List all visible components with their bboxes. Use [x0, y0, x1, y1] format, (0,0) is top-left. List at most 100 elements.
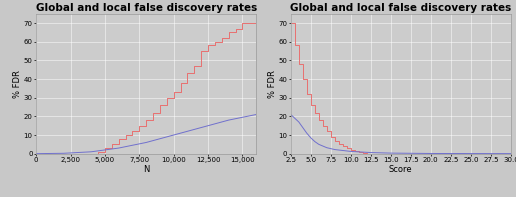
Line: Global FDR: Global FDR: [291, 114, 511, 154]
Local FDR: [296, 44, 302, 47]
Global FDR: [300, 126, 306, 129]
Global FDR: [116, 147, 122, 149]
Local FDR: [233, 31, 239, 34]
Global FDR: [171, 134, 177, 136]
X-axis label: N: N: [143, 164, 149, 174]
Local FDR: [157, 104, 163, 106]
X-axis label: Score: Score: [389, 164, 413, 174]
Local FDR: [287, 22, 294, 24]
Local FDR: [33, 152, 39, 155]
Local FDR: [198, 65, 204, 67]
Local FDR: [300, 78, 306, 80]
Local FDR: [171, 91, 177, 93]
Local FDR: [143, 125, 149, 127]
Global FDR: [508, 152, 514, 155]
Local FDR: [143, 119, 149, 121]
Local FDR: [171, 97, 177, 99]
Local FDR: [233, 28, 239, 30]
Local FDR: [364, 151, 370, 154]
Local FDR: [205, 44, 211, 47]
Global FDR: [296, 121, 302, 123]
Global FDR: [253, 113, 260, 116]
Line: Local FDR: Local FDR: [36, 23, 256, 154]
Global FDR: [312, 140, 318, 143]
Global FDR: [292, 117, 298, 119]
Local FDR: [328, 130, 334, 132]
Local FDR: [360, 151, 366, 153]
Local FDR: [239, 22, 246, 24]
Local FDR: [312, 112, 318, 114]
Local FDR: [122, 134, 128, 136]
Local FDR: [157, 112, 163, 114]
Local FDR: [246, 22, 252, 24]
Local FDR: [292, 22, 298, 24]
Local FDR: [198, 50, 204, 52]
Local FDR: [364, 152, 370, 155]
Local FDR: [102, 147, 108, 149]
Global FDR: [143, 141, 149, 144]
Local FDR: [102, 151, 108, 153]
Line: Global FDR: Global FDR: [36, 114, 256, 154]
Local FDR: [95, 152, 101, 155]
Local FDR: [508, 152, 514, 155]
Local FDR: [184, 72, 190, 75]
Local FDR: [352, 149, 358, 151]
Global FDR: [316, 143, 322, 146]
Local FDR: [219, 41, 225, 43]
Local FDR: [320, 119, 326, 121]
Title: Global and local false discovery rates: Global and local false discovery rates: [36, 3, 257, 13]
Local FDR: [212, 41, 218, 43]
Local FDR: [312, 104, 318, 106]
Local FDR: [122, 138, 128, 140]
Local FDR: [95, 151, 101, 153]
Local FDR: [205, 50, 211, 52]
Local FDR: [332, 136, 338, 138]
Local FDR: [304, 93, 310, 95]
Global FDR: [198, 126, 204, 129]
Global FDR: [332, 148, 338, 151]
Local FDR: [178, 91, 184, 93]
Global FDR: [348, 150, 354, 153]
Global FDR: [287, 113, 294, 116]
Local FDR: [304, 78, 310, 80]
Local FDR: [296, 63, 302, 65]
Local FDR: [348, 147, 354, 149]
Y-axis label: % FDR: % FDR: [268, 70, 277, 98]
Global FDR: [308, 137, 314, 139]
Global FDR: [388, 152, 394, 154]
Local FDR: [340, 145, 346, 147]
Local FDR: [324, 130, 330, 132]
Local FDR: [332, 139, 338, 142]
Global FDR: [324, 147, 330, 149]
Local FDR: [336, 139, 342, 142]
Local FDR: [300, 63, 306, 65]
Local FDR: [344, 147, 350, 149]
Global FDR: [225, 119, 232, 121]
Local FDR: [253, 22, 260, 24]
Global FDR: [428, 152, 434, 155]
Local FDR: [336, 143, 342, 146]
Local FDR: [191, 72, 198, 75]
Local FDR: [324, 125, 330, 127]
Local FDR: [212, 44, 218, 47]
Local FDR: [164, 104, 170, 106]
Local FDR: [344, 145, 350, 147]
Local FDR: [360, 151, 366, 154]
Local FDR: [356, 151, 362, 153]
Local FDR: [328, 136, 334, 138]
Global FDR: [467, 152, 474, 155]
Local FDR: [191, 65, 198, 67]
Global FDR: [368, 151, 374, 154]
Global FDR: [33, 152, 39, 155]
Title: Global and local false discovery rates: Global and local false discovery rates: [290, 3, 511, 13]
Local FDR: [316, 119, 322, 121]
Local FDR: [178, 82, 184, 84]
Local FDR: [150, 119, 156, 121]
Line: Local FDR: Local FDR: [291, 23, 511, 154]
Local FDR: [292, 44, 298, 47]
Local FDR: [316, 112, 322, 114]
Local FDR: [150, 112, 156, 114]
Local FDR: [130, 130, 136, 132]
Local FDR: [340, 143, 346, 146]
Local FDR: [136, 125, 142, 127]
